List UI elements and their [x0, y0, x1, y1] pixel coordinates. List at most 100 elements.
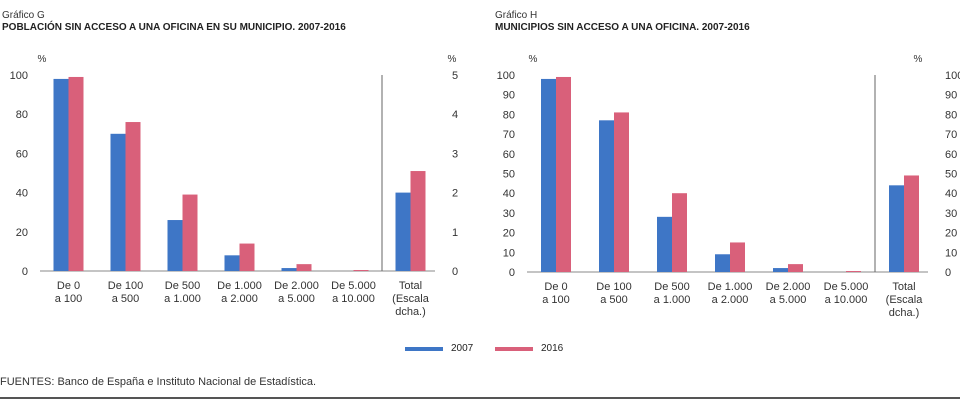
chart-h-title: MUNICIPIOS SIN ACCESO A UNA OFICINA. 200…	[495, 22, 750, 33]
chart-g-bar-2016-1	[125, 122, 141, 271]
chart-h-left-tick-7: 70	[503, 129, 515, 141]
chart-g-bar-2016-5	[353, 270, 369, 271]
source-note: FUENTES: Banco de España e Instituto Nac…	[0, 376, 317, 388]
chart-g-bar-2007-2	[167, 220, 183, 271]
chart-h-right-tick-2: 20	[945, 228, 957, 240]
chart-h-right-tick-5: 50	[945, 169, 957, 181]
chart-g-left-tick-2: 40	[16, 188, 28, 200]
chart-h-category-3-line-1: a 2.000	[712, 294, 749, 306]
chart-h-left-tick-4: 40	[503, 188, 515, 200]
chart-g-left-tick-5: 100	[10, 70, 28, 82]
chart-h-category-0-line-1: a 100	[542, 294, 570, 306]
chart-h-right-tick-9: 90	[945, 90, 957, 102]
chart-h-left-unit: %	[529, 54, 538, 65]
chart-h-bar-2016-3	[730, 242, 745, 272]
chart-h-bar-2016-2	[672, 193, 687, 272]
chart-h-left-tick-10: 100	[497, 70, 515, 82]
chart-h-bar-2007-1	[599, 120, 614, 272]
chart-h-left-tick-1: 10	[503, 247, 515, 259]
chart-h-category-2-line-1: a 1.000	[654, 294, 691, 306]
chart-g-left-tick-1: 20	[16, 227, 28, 239]
chart-h-bar-2007-3	[715, 254, 730, 272]
chart-h-category-4-line-1: a 5.000	[770, 294, 807, 306]
chart-h-left-tick-3: 30	[503, 208, 515, 220]
bottom-rule	[0, 397, 960, 399]
chart-g-bar-2007-6	[395, 192, 411, 271]
chart-g-right-unit: %	[448, 54, 457, 65]
chart-g-category-4-line-1: a 5.000	[278, 293, 315, 305]
chart-h-category-6-line-1: (Escala	[886, 294, 924, 306]
chart-h-category-3-line-0: De 1.000	[708, 281, 753, 293]
chart-g-right-tick-1: 1	[452, 227, 458, 239]
chart-g-left-tick-0: 0	[22, 266, 28, 278]
chart-h-right-tick-0: 0	[945, 267, 951, 279]
chart-h-right-unit: %	[914, 54, 923, 65]
chart-g-bar-2007-4	[281, 268, 297, 271]
chart-g-title: POBLACIÓN SIN ACCESO A UNA OFICINA EN SU…	[2, 22, 346, 33]
chart-h-category-1-line-1: a 500	[600, 294, 628, 306]
chart-h-right-tick-3: 30	[945, 208, 957, 220]
chart-h-bar-2016-6	[904, 175, 919, 272]
chart-h-bar-2007-6	[889, 185, 904, 272]
chart-h-bar-2016-1	[614, 112, 629, 273]
chart-g-category-5-line-0: De 5.000	[331, 280, 376, 292]
chart-g-right-tick-2: 2	[452, 188, 458, 200]
chart-h-bar-2016-0	[556, 76, 571, 272]
chart-h-kicker: Gráfico H	[495, 10, 538, 21]
chart-g-left-unit: %	[38, 54, 47, 65]
legend-2016-label: 2016	[541, 343, 564, 354]
chart-g-category-6-line-0: Total	[399, 280, 422, 292]
chart-h-category-0-line-0: De 0	[544, 281, 567, 293]
chart-h-left-tick-5: 50	[503, 169, 515, 181]
chart-h-category-6-line-2: dcha.)	[889, 307, 920, 319]
chart-g-category-3-line-0: De 1.000	[217, 280, 262, 292]
chart-g-bar-2016-0	[68, 76, 84, 272]
chart-h-bar-2016-5	[846, 271, 861, 272]
chart-h-category-5-line-0: De 5.000	[824, 281, 869, 293]
chart-g-category-5-line-1: a 10.000	[332, 293, 375, 305]
chart-g-bar-2007-1	[110, 133, 126, 271]
chart-g-right-tick-5: 5	[452, 70, 458, 82]
chart-g-category-4-line-0: De 2.000	[274, 280, 319, 292]
chart-g-category-0-line-1: a 100	[55, 293, 83, 305]
chart-h-category-5-line-1: a 10.000	[825, 294, 868, 306]
chart-h-left-tick-2: 20	[503, 228, 515, 240]
chart-g-category-3-line-1: a 2.000	[221, 293, 258, 305]
chart-g-right-tick-4: 4	[452, 109, 458, 121]
chart-g-bar-2016-4	[296, 264, 312, 271]
chart-h-right-tick-7: 70	[945, 129, 957, 141]
chart-g-bar-2016-6	[410, 171, 426, 271]
chart-g-heading: Gráfico G POBLACIÓN SIN ACCESO A UNA OFI…	[2, 10, 346, 34]
chart-h-right-tick-1: 10	[945, 247, 957, 259]
legend-2016-swatch	[495, 346, 533, 351]
chart-h-category-6-line-0: Total	[892, 281, 915, 293]
chart-g-left-tick-3: 60	[16, 148, 28, 160]
chart-h-right-tick-6: 60	[945, 149, 957, 161]
chart-h-category-1-line-0: De 100	[596, 281, 631, 293]
legend-2007: 2007	[405, 343, 473, 354]
chart-g-category-1-line-0: De 100	[108, 280, 143, 292]
chart-g-category-0-line-0: De 0	[57, 280, 80, 292]
chart-g-bar-2016-3	[239, 243, 255, 271]
legend-2007-swatch	[405, 346, 443, 351]
chart-h-bar-2007-2	[657, 216, 672, 272]
chart-g-category-2-line-1: a 1.000	[164, 293, 201, 305]
chart-h-left-tick-6: 60	[503, 149, 515, 161]
chart-g-category-1-line-1: a 500	[112, 293, 140, 305]
chart-g-bar-2007-3	[224, 255, 240, 271]
chart-g-kicker: Gráfico G	[2, 10, 45, 21]
chart-g-bar-2016-2	[182, 194, 198, 271]
chart-g-right-tick-3: 3	[452, 148, 458, 160]
chart-g-right-tick-0: 0	[452, 266, 458, 278]
legend-2016: 2016	[495, 343, 563, 354]
chart-h-left-tick-9: 90	[503, 90, 515, 102]
chart-g-bar-2007-0	[53, 78, 69, 271]
chart-h-left-tick-8: 80	[503, 109, 515, 121]
chart-h-bar-2007-0	[541, 78, 556, 272]
chart-h-category-4-line-0: De 2.000	[766, 281, 811, 293]
chart-g-left-tick-4: 80	[16, 109, 28, 121]
chart-h-right-tick-10: 100	[945, 70, 960, 82]
chart-g-category-2-line-0: De 500	[165, 280, 200, 292]
chart-h-heading: Gráfico H MUNICIPIOS SIN ACCESO A UNA OF…	[495, 10, 750, 34]
